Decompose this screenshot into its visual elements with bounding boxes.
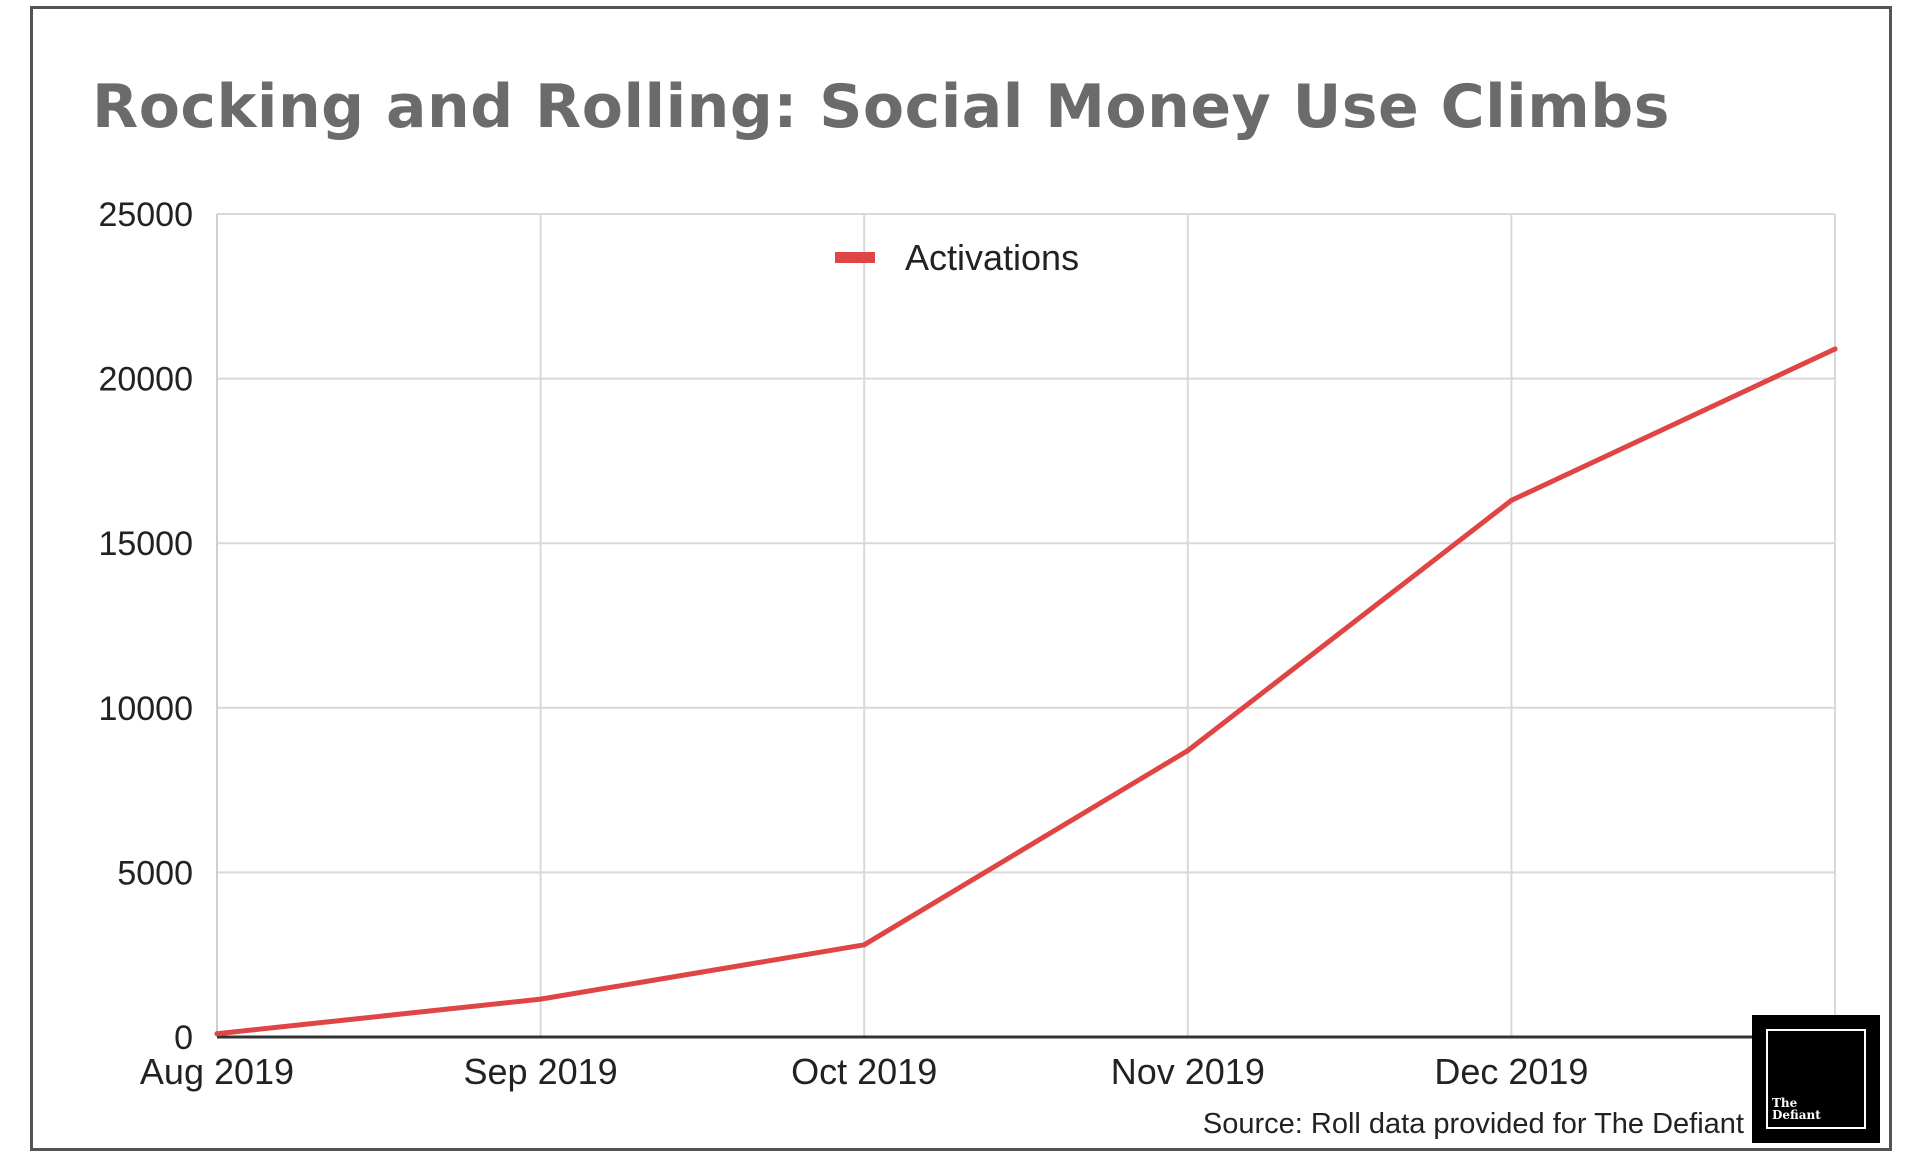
series-line-activations — [214, 346, 1838, 1037]
brand-logo: The Defiant — [1752, 1015, 1880, 1143]
y-tick-label: 25000 — [98, 196, 193, 234]
series-layer — [214, 346, 1838, 1037]
y-tick-label: 0 — [174, 1019, 193, 1057]
x-tick-label: Nov 2019 — [1111, 1051, 1265, 1092]
data-point — [1508, 497, 1514, 503]
chart-title: Rocking and Rolling: Social Money Use Cl… — [92, 72, 1670, 142]
y-tick-label: 5000 — [117, 854, 193, 892]
y-tick-label: 20000 — [98, 361, 193, 399]
axes: 0 5000 10000 15000 20000 25000 Aug 2019 Sep 201… — [98, 196, 1835, 1092]
data-point — [538, 996, 544, 1002]
logo-text: The Defiant — [1772, 1096, 1821, 1122]
data-point — [214, 1031, 220, 1037]
y-tick-label: 15000 — [98, 525, 193, 563]
chart-frame — [30, 6, 1892, 1151]
data-point — [1185, 748, 1191, 754]
x-tick-label: Oct 2019 — [791, 1051, 937, 1092]
legend-swatch — [835, 252, 875, 263]
x-tick-label: Sep 2019 — [464, 1051, 618, 1092]
x-tick-label: Dec 2019 — [1434, 1051, 1588, 1092]
legend: Activations — [835, 237, 1079, 278]
grid — [216, 213, 1836, 1037]
logo-frame — [1766, 1029, 1866, 1129]
data-point — [861, 942, 867, 948]
y-tick-label: 10000 — [98, 690, 193, 728]
x-tick-label: Aug 2019 — [140, 1051, 294, 1092]
source-note: Source: Roll data provided for The Defia… — [1202, 1108, 1744, 1140]
legend-label: Activations — [905, 237, 1079, 278]
data-point — [1832, 346, 1838, 352]
